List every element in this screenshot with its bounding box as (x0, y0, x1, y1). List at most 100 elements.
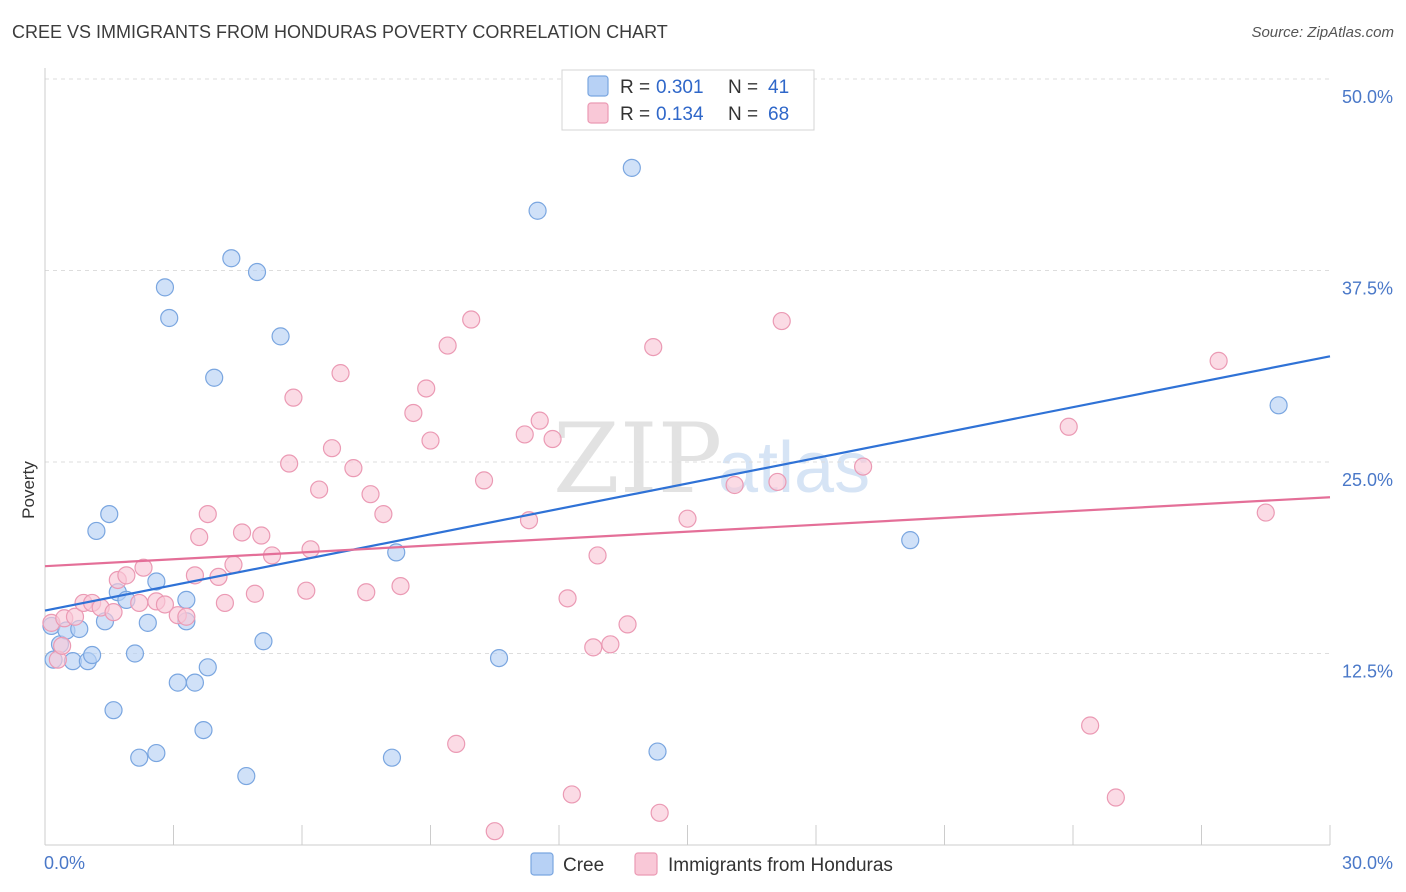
honduras-point-63 (854, 457, 873, 476)
honduras-point-24 (245, 584, 264, 603)
cree-point-36 (528, 201, 547, 220)
honduras-point-36 (361, 485, 380, 504)
honduras-point-29 (297, 581, 316, 600)
bottom-legend-label-honduras: Immigrants from Honduras (668, 855, 893, 876)
honduras-point-22 (224, 555, 243, 574)
honduras-point-2 (53, 636, 72, 655)
honduras-point-59 (678, 509, 697, 528)
cree-point-27 (205, 368, 224, 387)
honduras-point-26 (262, 546, 282, 565)
honduras-point-46 (485, 822, 504, 841)
honduras-point-60 (725, 475, 744, 495)
honduras-point-62 (772, 311, 791, 331)
honduras-point-31 (310, 480, 329, 499)
honduras-point-56 (618, 615, 637, 634)
honduras-point-54 (588, 546, 607, 565)
honduras-point-21 (215, 593, 234, 613)
trend-lines (44, 355, 1331, 612)
legend-n-label-cree: N = (728, 77, 758, 98)
honduras-point-52 (562, 785, 581, 804)
cree-point-11 (104, 701, 123, 720)
legend-n-value-cree: 41 (768, 77, 789, 98)
cree-point-25 (194, 720, 213, 740)
honduras-point-35 (357, 583, 376, 602)
honduras-point-61 (768, 472, 787, 492)
honduras-point-10 (117, 566, 136, 585)
honduras-point-44 (462, 310, 481, 329)
legend-r-value-honduras: 0.134 (656, 104, 704, 125)
cree-point-40 (1269, 396, 1288, 415)
honduras-point-65 (1081, 716, 1100, 735)
honduras-point-47 (515, 425, 534, 444)
cree-point-35 (489, 648, 509, 668)
honduras-point-49 (530, 411, 549, 430)
honduras-point-68 (1256, 503, 1275, 522)
cree-point-7 (83, 645, 102, 665)
honduras-point-18 (190, 527, 209, 547)
honduras-point-28 (284, 388, 303, 407)
cree-point-33 (382, 748, 402, 767)
cree-point-31 (254, 632, 273, 651)
honduras-point-33 (331, 364, 350, 383)
cree-point-29 (237, 766, 256, 786)
axes (44, 68, 1331, 846)
honduras-point-66 (1106, 788, 1125, 807)
honduras-trend-line (44, 496, 1331, 568)
honduras-point-39 (404, 403, 423, 423)
cree-point-15 (130, 748, 149, 767)
honduras-point-42 (438, 336, 457, 355)
honduras-point-57 (644, 338, 663, 357)
cree-point-30 (247, 262, 267, 282)
y-tick-label-1: 25.0% (1342, 470, 1393, 490)
cree-point-19 (155, 278, 175, 297)
cree-point-20 (160, 308, 179, 328)
legend-r-label-honduras: R = (620, 104, 650, 125)
honduras-point-23 (232, 523, 252, 542)
cree-point-18 (147, 743, 166, 763)
honduras-point-34 (344, 459, 363, 478)
honduras-point-51 (558, 589, 577, 608)
honduras-point-4 (65, 607, 85, 626)
y-tick-label-0: 12.5% (1342, 662, 1393, 682)
cree-point-22 (177, 590, 196, 609)
cree-point-32 (271, 327, 290, 346)
honduras-point-30 (301, 540, 320, 559)
honduras-point-50 (543, 429, 562, 449)
cree-point-39 (901, 531, 920, 550)
honduras-point-25 (252, 526, 271, 545)
cree-trend-line (44, 355, 1331, 612)
honduras-point-32 (322, 439, 342, 458)
watermark-zip: ZIP (553, 403, 722, 515)
legend-r-label-cree: R = (620, 77, 650, 98)
cree-point-26 (198, 658, 217, 677)
cree-point-28 (222, 249, 241, 268)
legend-box: R = 0.301 N = 41 R = 0.134 N = 68 (561, 69, 815, 131)
bottom-legend: Cree Immigrants from Honduras (530, 852, 893, 876)
honduras-point-12 (134, 558, 153, 577)
x-tick-label-0: 0.0% (44, 853, 85, 873)
cree-point-14 (125, 644, 145, 663)
bottom-legend-label-cree: Cree (563, 855, 604, 876)
cree-point-38 (648, 742, 667, 761)
cree-point-16 (138, 613, 157, 632)
honduras-point-64 (1059, 417, 1078, 436)
legend-swatch-honduras (587, 102, 609, 124)
legend-r-value-cree: 0.301 (656, 77, 704, 98)
x-tick-label-1: 30.0% (1342, 853, 1393, 873)
honduras-point-16 (177, 607, 196, 626)
honduras-point-27 (280, 454, 299, 473)
y-tick-label-3: 50.0% (1342, 87, 1393, 107)
bottom-legend-swatch-cree (530, 852, 554, 876)
legend-swatch-cree (587, 75, 609, 97)
y-tick-label-2: 37.5% (1342, 279, 1393, 299)
cree-point-8 (87, 521, 106, 541)
cree-point-21 (168, 673, 187, 692)
honduras-point-38 (391, 576, 410, 596)
honduras-point-19 (198, 504, 217, 524)
honduras-points (42, 310, 1275, 841)
y-axis-label: Poverty (19, 461, 38, 519)
honduras-point-45 (474, 471, 494, 490)
honduras-point-55 (601, 635, 620, 654)
honduras-point-67 (1209, 351, 1228, 370)
